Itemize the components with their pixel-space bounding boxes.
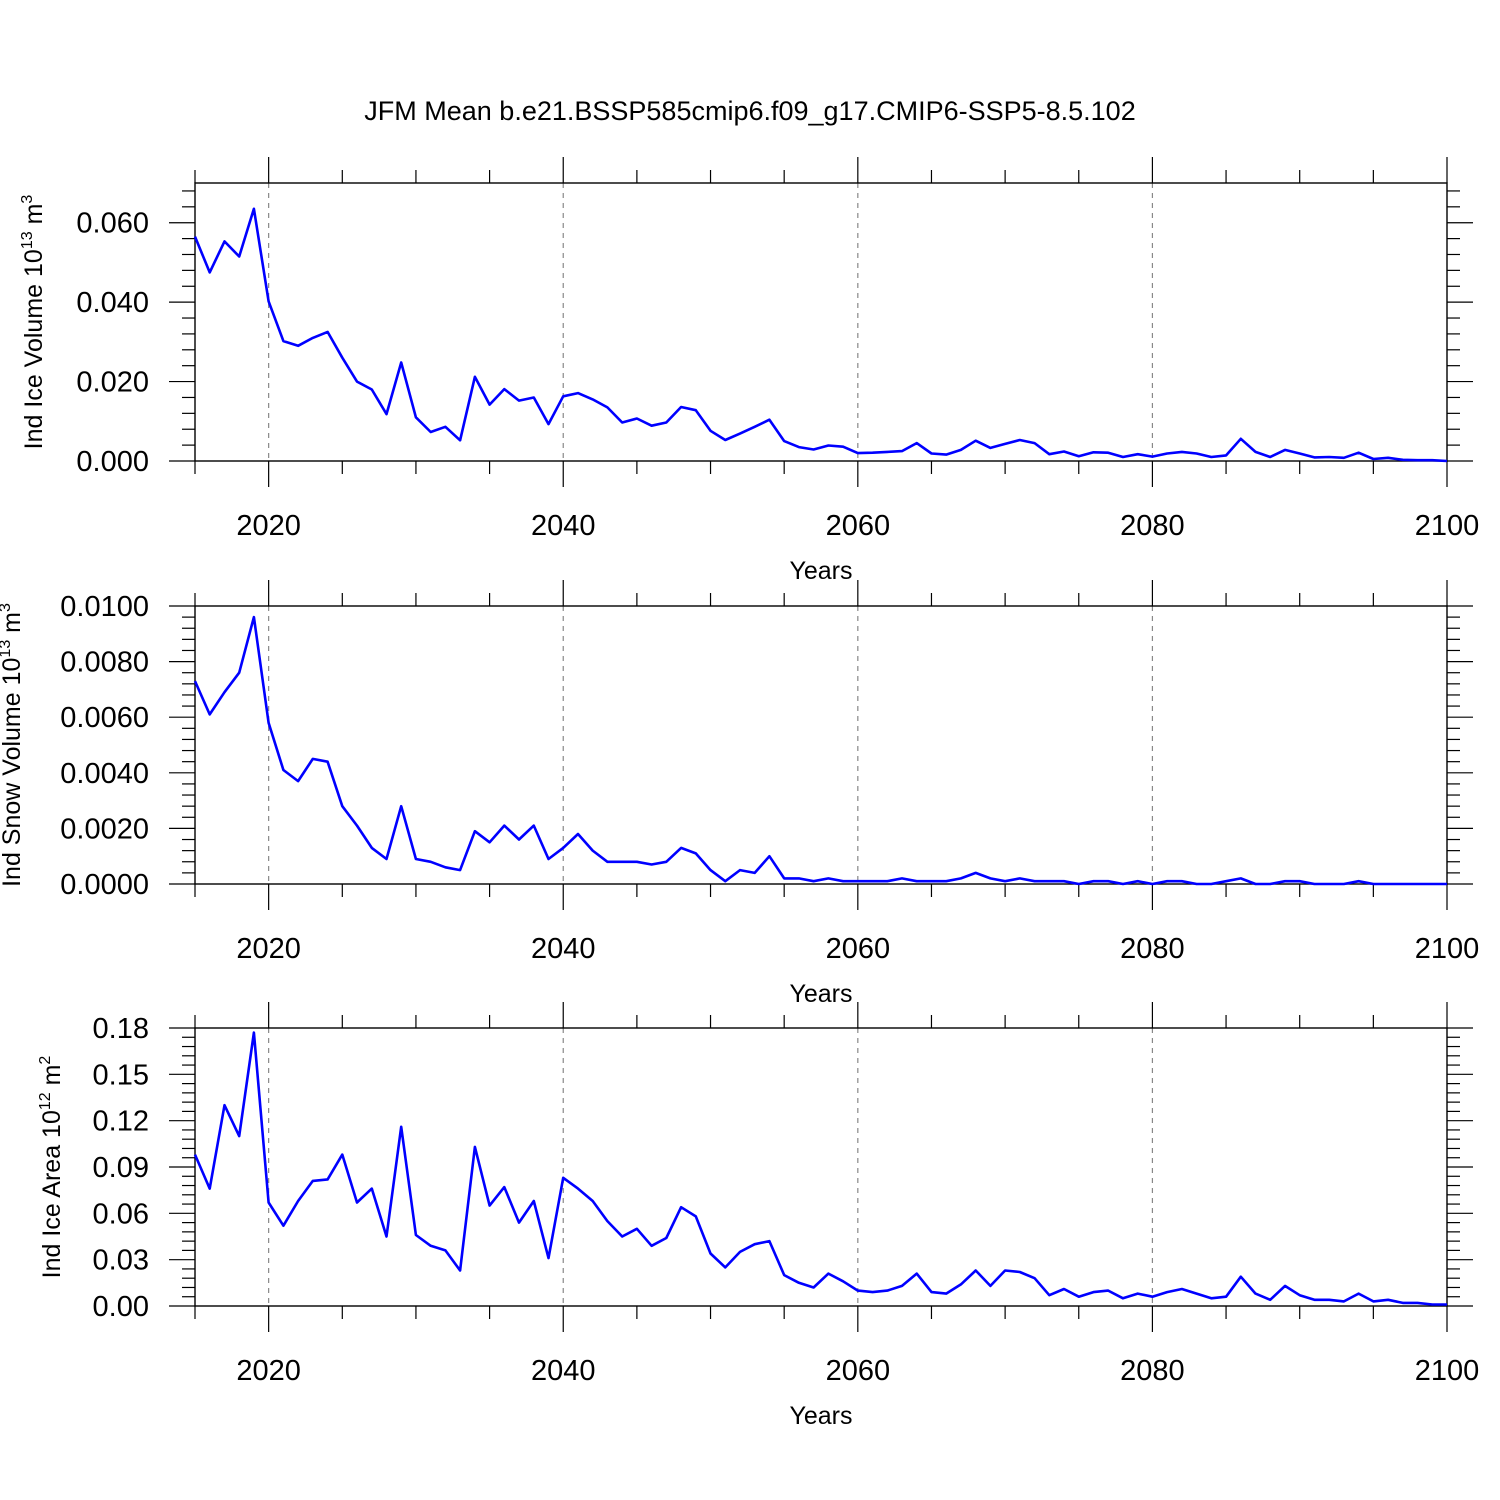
y-axis-label-ylabel: Ind Ice Volume 10 [20, 249, 48, 449]
y-axis-label-ylabel-unit-exp: 3 [0, 603, 14, 612]
x-tick-label: 2060 [826, 510, 891, 542]
y-tick-label: 0.0000 [60, 869, 149, 901]
y-axis-label: Ind Ice Volume 1013 m3 [19, 195, 48, 450]
panel-2: 2020 2040 2060 2080 2100 0.0000 0.0020 0.0040 0.… [0, 580, 1479, 1008]
x-tick-label: 2080 [1120, 510, 1185, 542]
panel-3: 2020 2040 2060 2080 2100 0.00 0.03 0.06 0.09 0.12… [37, 1002, 1479, 1430]
y-tick-label: 0.18 [93, 1013, 149, 1045]
x-tick-label: 2080 [1120, 933, 1185, 965]
y-tick-label: 0.0040 [60, 758, 149, 790]
y-tick-label: 0.000 [76, 446, 149, 478]
y-tick-label: 0.0060 [60, 702, 149, 734]
y-tick-label: 0.0020 [60, 813, 149, 845]
x-tick-label: 2040 [531, 1355, 596, 1387]
y-tick-label: 0.0100 [60, 591, 149, 623]
y-tick-label: 0.00 [93, 1291, 149, 1323]
x-tick-label: 2060 [826, 1355, 891, 1387]
x-tick-label: 2080 [1120, 1355, 1185, 1387]
x-axis-label: Years [789, 980, 852, 1008]
y-axis-label-ylabel-unit-exp: 2 [37, 1056, 54, 1065]
plot-frame [194, 182, 1448, 462]
series-line [193, 615, 1447, 886]
x-axis-label: Years [789, 557, 852, 585]
y-tick-label: 0.040 [76, 287, 149, 319]
x-tick-label: 2060 [826, 933, 891, 965]
y-axis-label-ylabel-unit: m [20, 204, 48, 232]
x-tick-label: 2100 [1415, 510, 1480, 542]
plot-frame [194, 605, 1448, 885]
x-axis-label: Years [789, 1402, 852, 1430]
x-tick-label: 2100 [1415, 933, 1480, 965]
figure-title: JFM Mean b.e21.BSSP585cmip6.f09_g17.CMIP… [364, 96, 1135, 126]
y-axis-label-ylabel-exp: 13 [0, 640, 14, 658]
y-axis-label-ylabel-exp: 13 [19, 231, 36, 249]
series-line [193, 207, 1448, 463]
x-tick-label: 2040 [531, 510, 596, 542]
y-tick-label: 0.020 [76, 367, 149, 399]
panel-1: 2020 2040 2060 2080 2100 0.000 0.020 0.040 0.060… [19, 157, 1479, 585]
y-axis-label-ylabel-unit: m [38, 1065, 66, 1093]
y-axis-label-ylabel-exp: 12 [37, 1092, 54, 1110]
y-axis-label-ylabel-unit-exp: 3 [19, 195, 36, 204]
y-tick-label: 0.0080 [60, 647, 149, 679]
y-tick-label: 0.060 [76, 208, 149, 240]
y-axis-label-ylabel: Ind Snow Volume 10 [0, 658, 26, 887]
x-tick-label: 2100 [1415, 1355, 1480, 1387]
y-tick-label: 0.09 [93, 1152, 149, 1184]
y-tick-label: 0.15 [93, 1059, 149, 1091]
y-tick-label: 0.06 [93, 1198, 149, 1230]
y-axis-label-ylabel-unit: m [0, 612, 26, 640]
x-tick-label: 2020 [236, 510, 301, 542]
y-axis-label: Ind Snow Volume 1013 m3 [0, 603, 26, 887]
y-axis-label: Ind Ice Area 1012 m2 [37, 1056, 66, 1279]
y-tick-label: 0.03 [93, 1245, 149, 1277]
series-line [193, 1031, 1447, 1306]
x-tick-label: 2040 [531, 933, 596, 965]
x-tick-label: 2020 [236, 1355, 301, 1387]
x-tick-label: 2020 [236, 933, 301, 965]
y-axis-label-ylabel: Ind Ice Area 10 [38, 1110, 66, 1278]
y-tick-label: 0.12 [93, 1106, 149, 1138]
panels: 2020 2040 2060 2080 21000.0000.0200.0400.060… [0, 157, 1479, 1430]
plot-frame [194, 1027, 1448, 1307]
